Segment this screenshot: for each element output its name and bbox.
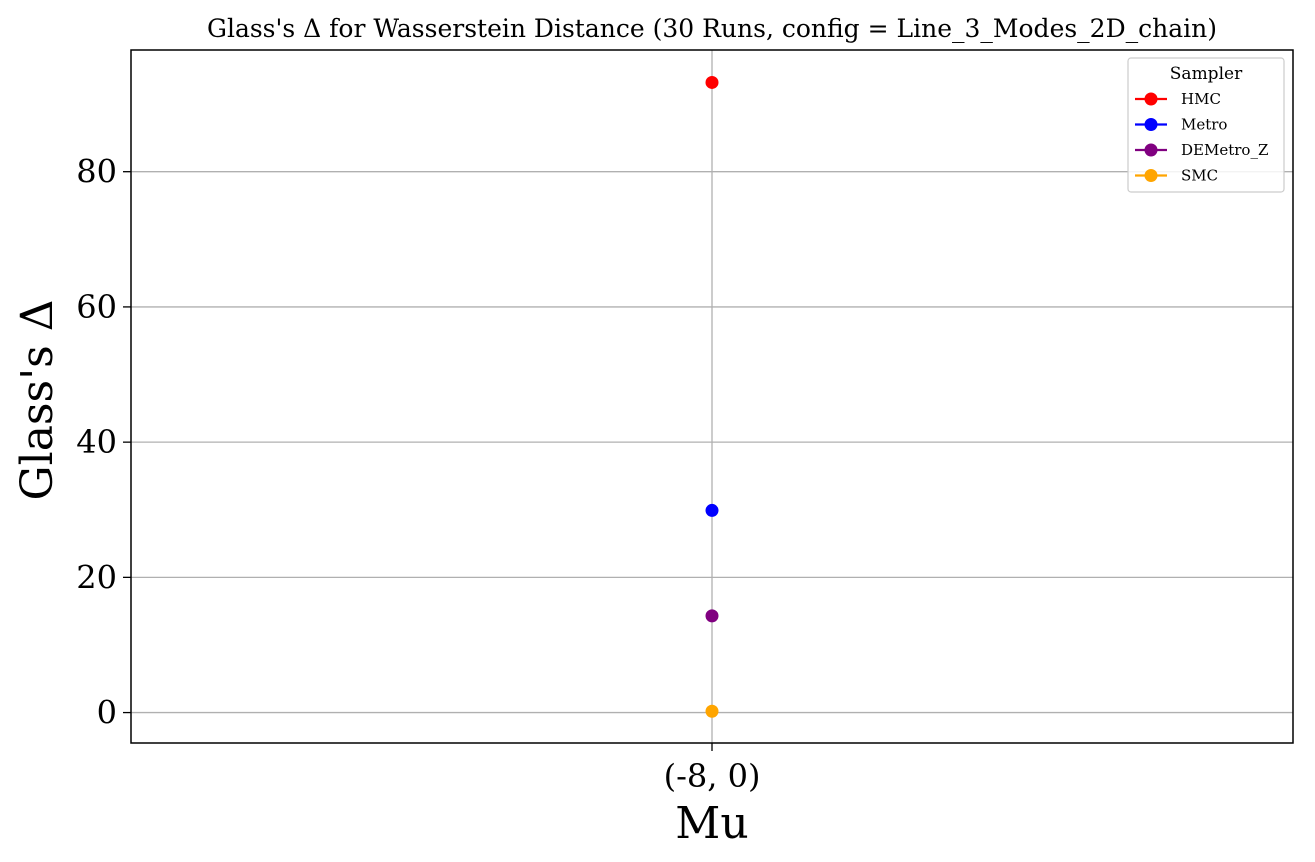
y-tick-label: 40 bbox=[76, 423, 117, 461]
x-axis-ticks: (-8, 0) bbox=[664, 743, 761, 795]
legend-marker-metro bbox=[1144, 118, 1158, 131]
legend-marker-hmc bbox=[1144, 92, 1158, 106]
x-tick-label: (-8, 0) bbox=[664, 757, 761, 795]
x-axis-label: Mu bbox=[675, 798, 748, 849]
legend-label-hmc: HMC bbox=[1181, 90, 1221, 108]
y-tick-label: 80 bbox=[76, 153, 117, 191]
data-point-demetro-z bbox=[705, 609, 719, 623]
legend-title: Sampler bbox=[1170, 64, 1243, 84]
y-axis-ticks: 0 20 40 60 80 bbox=[76, 153, 131, 732]
legend-label-metro: Metro bbox=[1181, 116, 1227, 134]
legend-label-demetro-z: DEMetro_Z bbox=[1181, 141, 1268, 159]
grid bbox=[131, 50, 1293, 743]
y-axis-label: Glass's Δ bbox=[12, 299, 63, 500]
legend-label-smc: SMC bbox=[1181, 167, 1218, 185]
legend-marker-smc bbox=[1144, 169, 1158, 182]
legend-box bbox=[1127, 57, 1285, 193]
plot-frame bbox=[130, 49, 1294, 744]
y-tick-label: 20 bbox=[76, 558, 117, 596]
y-tick-label: 60 bbox=[76, 288, 117, 326]
data-point-hmc bbox=[705, 75, 719, 89]
data-point-metro bbox=[705, 503, 719, 517]
data-points bbox=[705, 75, 719, 718]
legend: Sampler HMC Metro DEMetro_Z SMC bbox=[1127, 57, 1285, 193]
data-point-smc bbox=[705, 704, 719, 718]
y-tick-label: 0 bbox=[97, 694, 117, 732]
legend-marker-demetro-z bbox=[1144, 143, 1158, 157]
chart-title: Glass's Δ for Wasserstein Distance (30 R… bbox=[207, 14, 1217, 43]
